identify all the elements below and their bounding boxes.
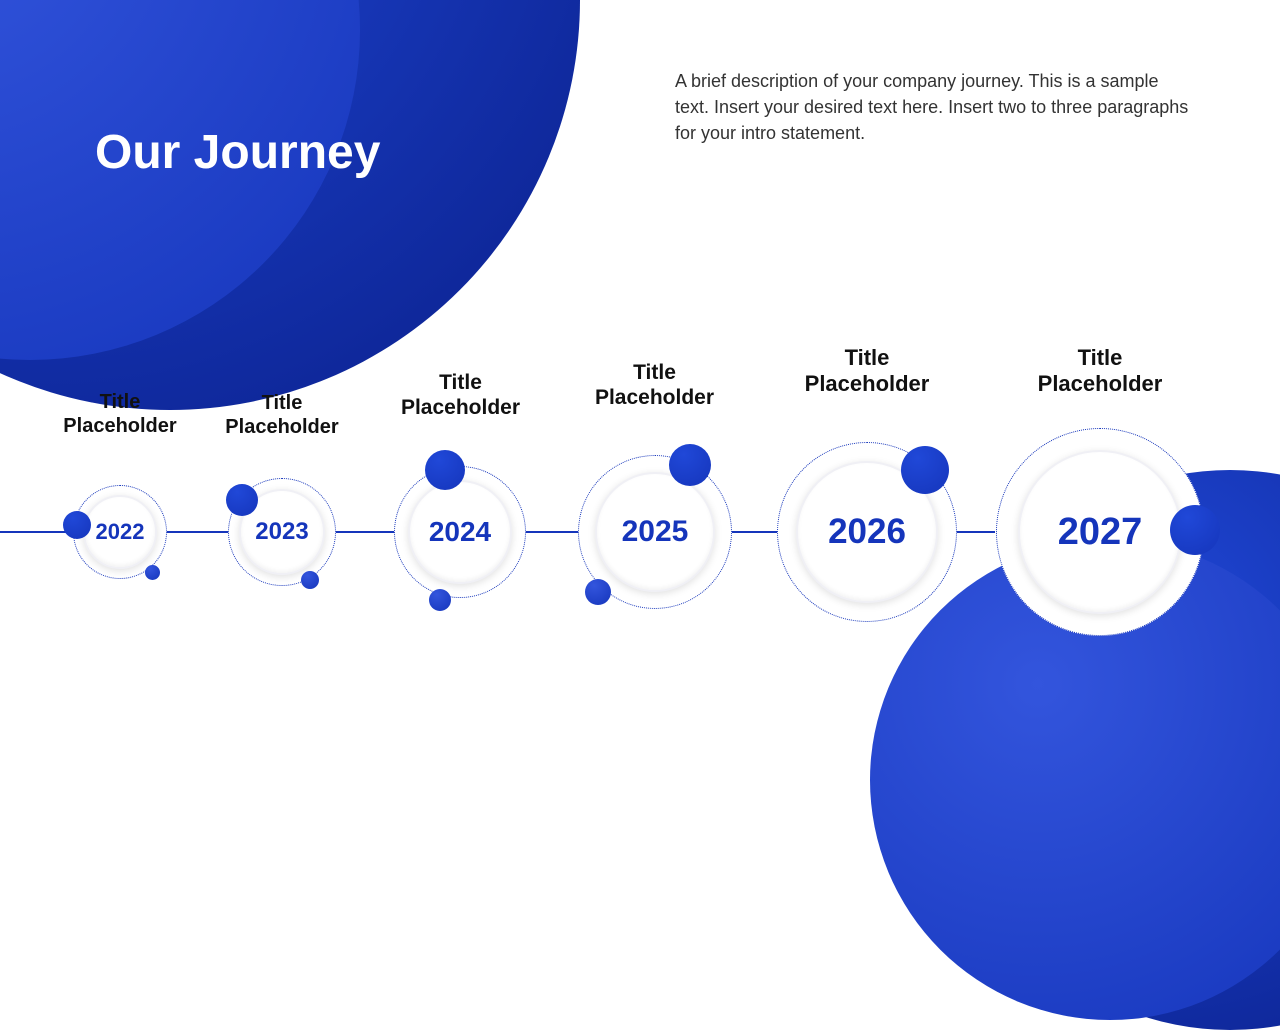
accent-dot: [429, 589, 451, 611]
accent-dot: [63, 511, 91, 539]
timeline-connector: [165, 531, 230, 533]
timeline-node: 2022: [83, 495, 157, 569]
timeline-node-title: Title Placeholder: [792, 345, 942, 398]
timeline-year: 2026: [828, 512, 906, 552]
timeline-node: 2025: [595, 472, 715, 592]
timeline-connector: [732, 531, 777, 533]
accent-dot: [1170, 505, 1220, 555]
accent-dot: [145, 565, 160, 580]
timeline-year: 2022: [96, 519, 145, 545]
intro-description: A brief description of your company jour…: [675, 68, 1195, 146]
accent-dot: [585, 579, 611, 605]
timeline-node: 2024: [408, 480, 512, 584]
timeline-connector: [335, 531, 395, 533]
timeline-year: 2025: [622, 515, 689, 549]
timeline-node: 2027: [1018, 450, 1182, 614]
timeline-node-title: Title Placeholder: [217, 391, 347, 439]
timeline-year: 2024: [429, 516, 491, 548]
timeline-year: 2023: [255, 518, 308, 546]
timeline-node-title: Title Placeholder: [1025, 345, 1175, 398]
timeline-connector: [955, 531, 995, 533]
accent-dot: [901, 446, 949, 494]
timeline-year: 2027: [1058, 511, 1143, 554]
accent-dot: [425, 450, 465, 490]
timeline-connector: [525, 531, 580, 533]
accent-dot: [226, 484, 258, 516]
timeline-node-title: Title Placeholder: [55, 390, 185, 438]
timeline-node-title: Title Placeholder: [582, 360, 727, 410]
accent-dot: [301, 571, 319, 589]
timeline-node-title: Title Placeholder: [388, 370, 533, 420]
page-title: Our Journey: [95, 125, 380, 180]
accent-dot: [669, 444, 711, 486]
